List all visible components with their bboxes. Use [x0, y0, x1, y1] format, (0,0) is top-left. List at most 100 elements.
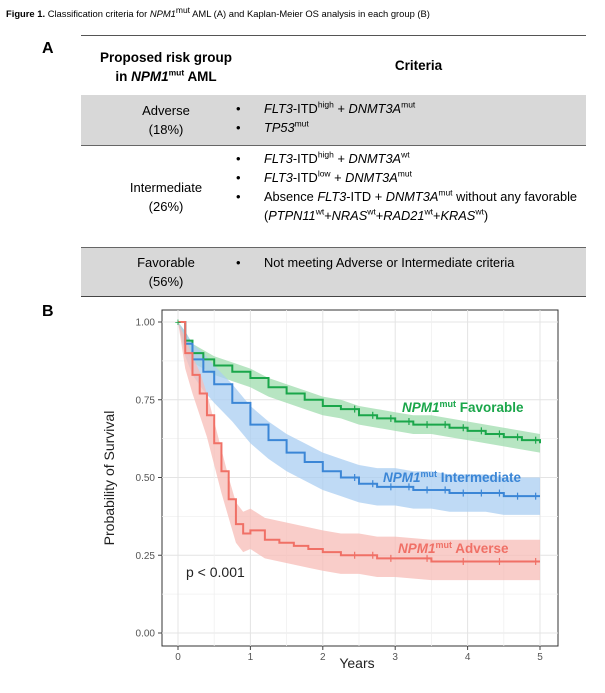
- criteria-text: +: [333, 101, 349, 116]
- x-tick-label: 3: [392, 652, 398, 663]
- gene-name: KRAS: [440, 208, 476, 223]
- criteria-text: +: [330, 170, 346, 185]
- y-tick-label: 0.25: [136, 551, 156, 562]
- criteria-text: -ITD: [292, 101, 318, 116]
- gene-status-sup: high: [317, 149, 334, 160]
- caption-gene: NPM1: [149, 8, 176, 19]
- table-top-rule: [81, 35, 586, 36]
- gene-name: DNMT3A: [345, 170, 398, 185]
- origin-censor-mark: +: [175, 317, 181, 329]
- confidence-band: [178, 322, 540, 581]
- gene-name: DNMT3A: [385, 189, 439, 204]
- gene-status-sup: mut: [401, 99, 416, 110]
- caption-text-after: AML (A) and Kaplan-Meier OS analysis in …: [192, 8, 430, 19]
- row-divider: [81, 247, 586, 248]
- row-adverse-name: Adverse: [142, 103, 190, 118]
- row-intermediate: Intermediate (26%) FLT3-ITDhigh + DNMT3A…: [81, 146, 586, 246]
- row-adverse-pct: (18%): [148, 122, 184, 137]
- panel-a-label: A: [42, 40, 54, 57]
- row-intermediate-group: Intermediate (26%): [81, 178, 251, 216]
- gene-status-sup: wt: [475, 206, 484, 217]
- header-risk-group-line2: in NPM1mut AML: [81, 67, 251, 86]
- row-intermediate-criteria: FLT3-ITDhigh + DNMT3AwtFLT3-ITDlow + DNM…: [236, 149, 586, 225]
- criteria-bullet: Not meeting Adverse or Intermediate crit…: [236, 253, 586, 272]
- row-intermediate-pct: (26%): [148, 199, 184, 214]
- caption-text-before: Classification criteria for: [47, 8, 148, 19]
- survival-curve: [178, 321, 540, 563]
- x-tick-label: 1: [248, 652, 254, 663]
- header-risk-group-line1: Proposed risk group: [99, 50, 233, 65]
- series-label: NPM1mut Intermediate: [383, 469, 522, 485]
- figure-caption: Figure 1. Classification criteria for NP…: [6, 4, 601, 20]
- row-adverse-criteria: FLT3-ITDhigh + DNMT3AmutTP53mut: [236, 99, 586, 137]
- gene-name: DNMT3A: [348, 101, 402, 116]
- caption-gene-sup: mut: [175, 4, 191, 15]
- header-criteria: Criteria: [394, 58, 443, 73]
- x-tick-label: 2: [320, 652, 326, 663]
- header-gene: NPM1: [131, 69, 169, 84]
- confidence-band: [178, 322, 540, 453]
- gene-status-sup: low: [317, 168, 331, 179]
- criteria-text: +: [375, 208, 384, 223]
- row-intermediate-name: Intermediate: [129, 180, 203, 195]
- gene-status-sup: wt: [401, 149, 410, 160]
- criteria-bullet: FLT3-ITDhigh + DNMT3Awt: [236, 149, 586, 168]
- header-prefix: in: [115, 69, 128, 84]
- gene-name: FLT3: [264, 101, 293, 116]
- criteria-text: -ITD: [292, 151, 318, 166]
- criteria-text: without any favorable (: [264, 189, 578, 223]
- row-adverse-group: Adverse (18%): [81, 101, 251, 139]
- criteria-text: -ITD: [292, 170, 318, 185]
- criteria-text: +: [333, 151, 349, 166]
- series-label: NPM1mut Adverse: [398, 540, 509, 556]
- row-favorable-pct: (56%): [148, 274, 184, 289]
- criteria-text: Absence: [264, 189, 318, 204]
- y-tick-label: 0.00: [136, 629, 156, 640]
- criteria-text: -ITD +: [346, 189, 386, 204]
- header-gene-sup: mut: [168, 67, 185, 78]
- caption-label: Figure 1.: [6, 8, 46, 19]
- gene-status-sup: wt: [315, 206, 325, 217]
- row-favorable-criteria: Not meeting Adverse or Intermediate crit…: [236, 253, 586, 272]
- x-tick-label: 0: [175, 652, 181, 663]
- survival-curve: [178, 321, 540, 498]
- y-tick-label: 0.50: [136, 473, 156, 484]
- x-axis-label: Years: [339, 655, 374, 671]
- gene-status-sup: wt: [367, 206, 376, 217]
- row-favorable-name: Favorable: [137, 255, 195, 270]
- gene-status-sup: mut: [397, 168, 412, 179]
- gene-status-sup: high: [317, 99, 334, 110]
- table-bottom-rule: [81, 296, 586, 297]
- y-tick-label: 1.00: [136, 318, 156, 329]
- y-tick-label: 0.75: [136, 395, 156, 406]
- criteria-text: +: [432, 208, 441, 223]
- p-value-annotation: p < 0.001: [186, 564, 245, 580]
- series-label: NPM1mut Favorable: [402, 399, 524, 415]
- gene-status-sup: wt: [424, 206, 433, 217]
- row-favorable: Favorable (56%) Not meeting Adverse or I…: [81, 248, 586, 296]
- criteria-bullet: FLT3-ITDhigh + DNMT3Amut: [236, 99, 586, 118]
- gene-name: RAD21: [383, 208, 425, 223]
- criteria-text: ): [483, 208, 489, 223]
- criteria-text: +: [324, 208, 332, 223]
- header-suffix: AML: [187, 69, 217, 84]
- x-tick-label: 5: [537, 652, 543, 663]
- gene-name: FLT3: [264, 170, 293, 185]
- criteria-bullet: Absence FLT3-ITD + DNMT3Amut without any…: [236, 187, 586, 225]
- row-adverse: Adverse (18%) FLT3-ITDhigh + DNMT3AmutTP…: [81, 95, 586, 145]
- gene-status-sup: mut: [438, 187, 453, 198]
- criteria-text: Not meeting Adverse or Intermediate crit…: [264, 255, 515, 270]
- gene-name: PTPN11: [268, 208, 316, 223]
- gene-status-sup: mut: [294, 118, 309, 129]
- row-divider: [81, 145, 586, 146]
- criteria-bullet: FLT3-ITDlow + DNMT3Amut: [236, 168, 586, 187]
- row-favorable-group: Favorable (56%): [81, 253, 251, 291]
- y-axis-label: Probability of Survival: [101, 411, 117, 546]
- gene-name: FLT3: [264, 151, 293, 166]
- table-header: Proposed risk group in NPM1mut AML Crite…: [81, 38, 586, 93]
- survival-curve: [178, 321, 541, 444]
- panel-b-label: B: [42, 303, 54, 320]
- gene-name: TP53: [264, 120, 295, 135]
- gene-name: DNMT3A: [348, 151, 402, 166]
